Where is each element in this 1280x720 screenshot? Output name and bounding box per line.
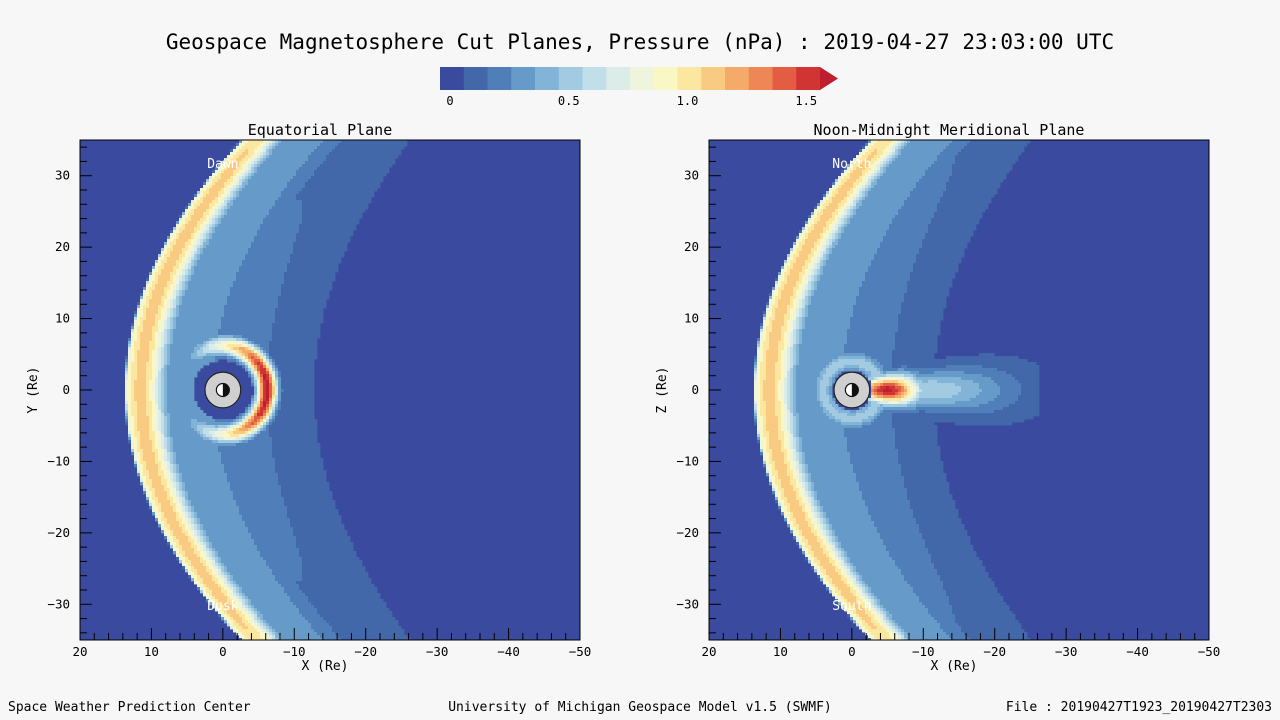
y-tick-label: −20	[47, 525, 70, 540]
colorbar-swatch	[606, 67, 631, 90]
colorbar-arrow	[820, 67, 838, 90]
x-tick-label: 20	[701, 644, 716, 659]
x-tick-label: 10	[144, 644, 159, 659]
region-label-top: North	[832, 157, 871, 172]
panel-title: Equatorial Plane	[248, 121, 393, 139]
y-axis-label: Z (Re)	[655, 367, 670, 414]
x-axis-label: X (Re)	[302, 659, 349, 674]
x-tick-label: −50	[1198, 644, 1221, 659]
footer-right: File : 20190427T1923_20190427T2303	[1006, 700, 1272, 715]
y-tick-label: 20	[55, 239, 70, 254]
y-tick-label: 30	[55, 168, 70, 183]
pressure-heatmap	[754, 140, 1040, 640]
x-tick-label: −20	[354, 644, 377, 659]
panel-title: Noon-Midnight Meridional Plane	[814, 121, 1085, 139]
colorbar-swatch	[487, 67, 512, 90]
y-tick-label: 10	[55, 311, 70, 326]
y-tick-label: 10	[684, 311, 699, 326]
earth-nightside	[222, 383, 230, 397]
region-label-bottom: Dusk	[207, 599, 238, 614]
region-label-bottom: South	[832, 599, 871, 614]
y-tick-label: 0	[62, 382, 70, 397]
y-axis-label: Y (Re)	[26, 367, 41, 414]
colorbar-swatch	[677, 67, 702, 90]
colorbar-swatch	[725, 67, 750, 90]
colorbar-swatch	[535, 67, 560, 90]
y-tick-label: 20	[684, 239, 699, 254]
y-tick-label: −10	[676, 453, 699, 468]
colorbar-swatch	[796, 67, 821, 90]
x-tick-label: −30	[1055, 644, 1078, 659]
x-axis-label: X (Re)	[931, 659, 978, 674]
main-title: Geospace Magnetosphere Cut Planes, Press…	[0, 30, 1280, 54]
x-tick-label: −30	[426, 644, 449, 659]
y-tick-label: −20	[676, 525, 699, 540]
colorbar-swatch	[653, 67, 678, 90]
x-tick-label: −40	[1126, 644, 1149, 659]
colorbar-swatch	[558, 67, 583, 90]
y-tick-label: −30	[676, 596, 699, 611]
region-label-top: Dawn	[207, 157, 238, 172]
equatorial-plane-panel: 20 10 0 −10 −20 −30 −40 −50 30 20 10 0 −10 −20 −30 X (R…	[26, 121, 591, 674]
x-tick-label: −10	[912, 644, 935, 659]
pressure-heatmap	[125, 140, 411, 640]
colorbar-tick-label: 1.5	[795, 94, 817, 108]
colorbar-swatch	[701, 67, 726, 90]
colorbar-swatch	[463, 67, 488, 90]
x-tick-label: 20	[72, 644, 87, 659]
footer-left: Space Weather Prediction Center	[8, 700, 251, 715]
colorbar-tick-label: 0	[446, 94, 453, 108]
meridional-plane-panel: 20 10 0 −10 −20 −30 −40 −50 30 20 10 0 −10 −20 −30 X (R…	[655, 121, 1220, 674]
x-tick-label: 0	[848, 644, 856, 659]
x-tick-label: 0	[219, 644, 227, 659]
y-tick-label: −30	[47, 596, 70, 611]
y-tick-label: −10	[47, 453, 70, 468]
colorbar-swatch	[772, 67, 797, 90]
colorbar-swatch	[630, 67, 655, 90]
earth-nightside	[851, 383, 859, 397]
colorbar: 0 0.5 1.0 1.5	[440, 67, 838, 108]
footer-center: University of Michigan Geospace Model v1…	[0, 700, 1280, 715]
colorbar-tick-label: 0.5	[558, 94, 580, 108]
chart-area: 0 0.5 1.0 1.5 20 10 0 −10 −20 −30 −40 −50 30 20 10 0 −1…	[26, 67, 1220, 674]
x-tick-label: −50	[569, 644, 592, 659]
x-tick-label: −40	[497, 644, 520, 659]
x-tick-label: −20	[983, 644, 1006, 659]
x-tick-label: −10	[283, 644, 306, 659]
colorbar-swatch	[748, 67, 773, 90]
x-tick-label: 10	[773, 644, 788, 659]
colorbar-swatch	[511, 67, 536, 90]
y-tick-label: 0	[691, 382, 699, 397]
colorbar-swatch	[440, 67, 465, 90]
y-tick-label: 30	[684, 168, 699, 183]
colorbar-tick-label: 1.0	[677, 94, 699, 108]
colorbar-swatch	[582, 67, 607, 90]
